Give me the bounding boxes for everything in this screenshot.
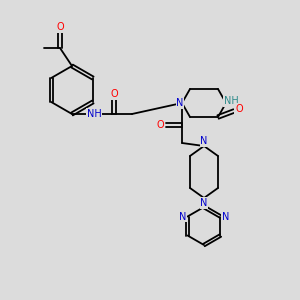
Text: O: O [156, 120, 164, 130]
Text: O: O [56, 22, 64, 32]
Text: N: N [222, 212, 229, 221]
Text: N: N [176, 98, 184, 108]
Text: N: N [200, 136, 208, 146]
Text: N: N [200, 198, 208, 208]
Text: O: O [235, 104, 243, 114]
Text: NH: NH [224, 96, 238, 106]
Text: O: O [110, 89, 118, 99]
Text: NH: NH [87, 109, 101, 119]
Text: N: N [179, 212, 186, 221]
